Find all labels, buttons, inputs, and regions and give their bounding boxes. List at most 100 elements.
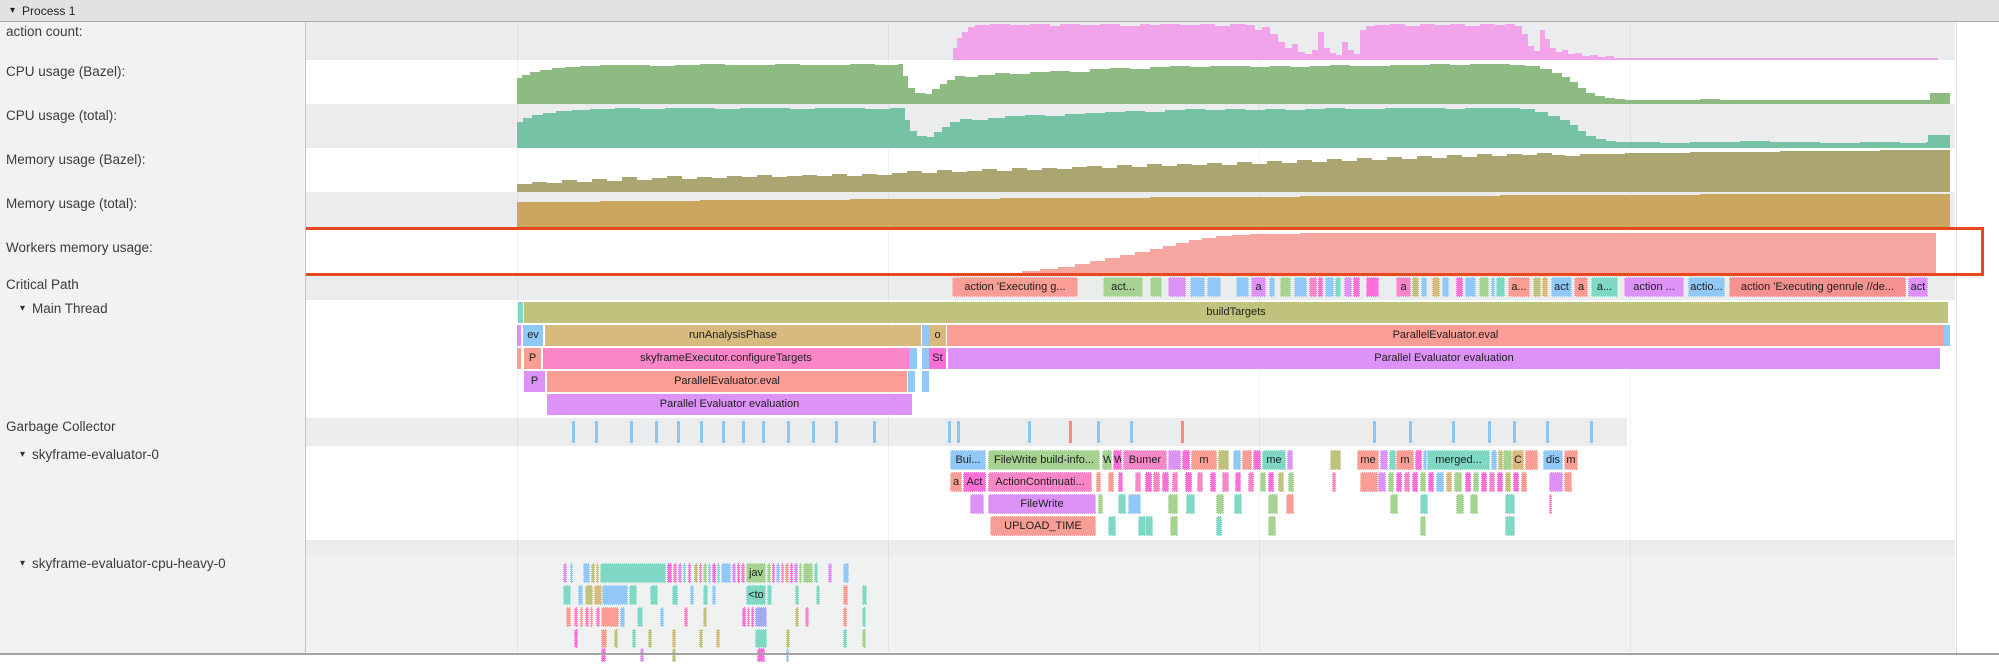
skyframe-evaluator-cpu-heavy-0-slice[interactable] xyxy=(614,629,618,648)
skyframe-evaluator-cpu-heavy-0-slice[interactable] xyxy=(843,563,849,583)
skyframe-evaluator-cpu-heavy-0-slice[interactable] xyxy=(785,563,789,583)
skyframe-evaluator-0-slice[interactable] xyxy=(1145,472,1152,492)
skyframe-evaluator-cpu-heavy-0-slice[interactable] xyxy=(712,563,716,583)
skyframe-evaluator-cpu-heavy-0-slice[interactable] xyxy=(737,563,740,583)
skyframe-evaluator-0-slice[interactable] xyxy=(1170,516,1178,536)
skyframe-evaluator-0-slice[interactable] xyxy=(1288,472,1294,492)
main-thread-slice[interactable] xyxy=(922,371,929,392)
skyframe-evaluator-0-slice[interactable] xyxy=(1436,472,1444,492)
skyframe-evaluator-cpu-heavy-0-slice[interactable] xyxy=(862,607,866,627)
skyframe-evaluator-cpu-heavy-0-slice[interactable] xyxy=(629,585,637,605)
process-header[interactable]: ▾ Process 1 xyxy=(0,0,1999,22)
skyframe-evaluator-0-slice-me[interactable]: me xyxy=(1357,450,1379,470)
skyframe-evaluator-cpu-heavy-0-slice[interactable] xyxy=(699,563,702,583)
cpu-usage-total-chart[interactable] xyxy=(517,108,1950,148)
gc-tick[interactable] xyxy=(1097,421,1100,443)
skyframe-evaluator-0-slice[interactable] xyxy=(1235,472,1241,492)
skyframe-evaluator-cpu-heavy-0-slice[interactable] xyxy=(794,563,798,583)
skyframe-evaluator-cpu-heavy-0-slice[interactable] xyxy=(648,629,652,648)
skyframe-evaluator-0-slice[interactable] xyxy=(1470,494,1478,514)
skyframe-evaluator-cpu-heavy-0-slice[interactable] xyxy=(566,607,571,627)
critical-path-slice-act[interactable]: act xyxy=(1908,277,1928,297)
critical-path-slice[interactable] xyxy=(1236,277,1249,297)
skyframe-evaluator-0-slice[interactable] xyxy=(1185,472,1192,492)
gc-tick[interactable] xyxy=(1069,421,1072,443)
skyframe-evaluator-0-slice[interactable] xyxy=(1108,472,1114,492)
skyframe-evaluator-cpu-heavy-0-slice[interactable] xyxy=(583,563,590,583)
skyframe-evaluator-0-slice[interactable] xyxy=(1497,472,1503,492)
skyframe-evaluator-cpu-heavy-0-slice[interactable] xyxy=(717,563,720,583)
skyframe-evaluator-cpu-heavy-0-slice-jav[interactable]: jav xyxy=(746,563,766,583)
skyframe-evaluator-cpu-heavy-0-slice[interactable] xyxy=(803,563,813,583)
critical-path-slice[interactable] xyxy=(1294,277,1307,297)
skyframe-evaluator-0-slice[interactable] xyxy=(1182,450,1190,470)
skyframe-evaluator-cpu-heavy-0-slice[interactable] xyxy=(591,563,595,583)
track-label-action-count[interactable]: action count: xyxy=(6,24,83,39)
skyframe-evaluator-0-slice-bumer[interactable]: Bumer xyxy=(1123,450,1167,470)
skyframe-evaluator-cpu-heavy-0-slice[interactable] xyxy=(672,629,676,648)
skyframe-evaluator-0-slice[interactable] xyxy=(1153,472,1160,492)
skyframe-evaluator-cpu-heavy-0-slice[interactable] xyxy=(672,585,678,605)
skyframe-evaluator-cpu-heavy-0-slice[interactable] xyxy=(672,648,676,662)
main-thread-slice-buildtargets[interactable]: buildTargets xyxy=(524,302,1948,323)
critical-path-slice[interactable] xyxy=(1465,277,1476,297)
skyframe-evaluator-0-slice[interactable] xyxy=(1330,450,1341,470)
skyframe-evaluator-0-slice-me[interactable]: me xyxy=(1262,450,1286,470)
skyframe-evaluator-0-slice[interactable] xyxy=(1098,494,1103,514)
skyframe-evaluator-cpu-heavy-0-slice[interactable] xyxy=(590,607,593,627)
skyframe-evaluator-0-slice[interactable] xyxy=(1145,516,1153,536)
skyframe-evaluator-0-slice[interactable] xyxy=(1268,494,1278,514)
skyframe-evaluator-cpu-heavy-0-slice-to[interactable]: <to xyxy=(746,585,766,605)
skyframe-evaluator-cpu-heavy-0-slice[interactable] xyxy=(703,585,708,605)
skyframe-evaluator-0-slice[interactable] xyxy=(1248,472,1254,492)
skyframe-evaluator-0-slice[interactable] xyxy=(1380,450,1388,470)
collapse-arrow-icon[interactable]: ▾ xyxy=(20,449,26,460)
skyframe-evaluator-0-slice[interactable] xyxy=(1168,494,1178,514)
skyframe-evaluator-0-slice[interactable] xyxy=(1525,450,1538,470)
skyframe-evaluator-cpu-heavy-0-slice[interactable] xyxy=(574,607,578,627)
skyframe-evaluator-0-slice[interactable] xyxy=(1242,450,1252,470)
track-label-main-thread[interactable]: ▾ Main Thread xyxy=(20,301,108,316)
skyframe-evaluator-cpu-heavy-0-slice[interactable] xyxy=(805,607,809,627)
collapse-arrow-icon[interactable]: ▾ xyxy=(10,5,16,16)
skyframe-evaluator-cpu-heavy-0-slice[interactable] xyxy=(620,607,625,627)
skyframe-evaluator-cpu-heavy-0-slice[interactable] xyxy=(684,607,688,627)
skyframe-evaluator-cpu-heavy-0-slice[interactable] xyxy=(843,629,847,648)
gc-tick[interactable] xyxy=(1373,421,1376,443)
skyframe-evaluator-0-slice[interactable] xyxy=(1415,450,1422,470)
gc-tick[interactable] xyxy=(873,421,876,443)
critical-path-slice-action-executing-genrule-de[interactable]: action 'Executing genrule //de... xyxy=(1729,277,1906,297)
critical-path-slice[interactable] xyxy=(1325,277,1334,297)
skyframe-evaluator-0-slice-a[interactable]: a xyxy=(950,472,962,492)
skyframe-evaluator-0-slice[interactable] xyxy=(1491,450,1497,470)
gc-tick[interactable] xyxy=(812,421,815,443)
skyframe-evaluator-cpu-heavy-0-slice[interactable] xyxy=(650,585,658,605)
skyframe-evaluator-0-slice[interactable] xyxy=(1521,472,1527,492)
skyframe-evaluator-cpu-heavy-0-slice[interactable] xyxy=(712,585,716,605)
gc-tick[interactable] xyxy=(1590,421,1593,443)
skyframe-evaluator-0-slice[interactable] xyxy=(1549,472,1563,492)
skyframe-evaluator-cpu-heavy-0-slice[interactable] xyxy=(814,563,818,583)
critical-path-slice[interactable] xyxy=(1412,277,1419,297)
track-label-memory-usage-bazel[interactable]: Memory usage (Bazel): xyxy=(6,152,146,167)
skyframe-evaluator-cpu-heavy-0-slice[interactable] xyxy=(578,585,583,605)
skyframe-evaluator-0-slice[interactable] xyxy=(1135,472,1141,492)
track-label-skyframe-evaluator-0[interactable]: ▾ skyframe-evaluator-0 xyxy=(20,447,159,462)
skyframe-evaluator-cpu-heavy-0-slice[interactable] xyxy=(795,607,799,627)
critical-path-slice-action-executing-g[interactable]: action 'Executing g... xyxy=(952,277,1078,297)
collapse-arrow-icon[interactable]: ▾ xyxy=(20,303,26,314)
skyframe-evaluator-cpu-heavy-0-slice[interactable] xyxy=(632,629,636,648)
skyframe-evaluator-0-slice[interactable] xyxy=(1233,450,1241,470)
track-label-workers-memory-usage[interactable]: Workers memory usage: xyxy=(6,240,153,255)
skyframe-evaluator-cpu-heavy-0-slice[interactable] xyxy=(640,648,644,662)
skyframe-evaluator-0-slice[interactable] xyxy=(1096,472,1101,492)
skyframe-evaluator-cpu-heavy-0-slice[interactable] xyxy=(755,607,767,627)
gc-tick[interactable] xyxy=(1130,421,1133,443)
skyframe-evaluator-cpu-heavy-0-slice[interactable] xyxy=(828,563,832,583)
skyframe-evaluator-0-slice-bui[interactable]: Bui... xyxy=(950,450,986,470)
main-thread-slice-st[interactable]: St xyxy=(929,348,946,369)
skyframe-evaluator-0-slice[interactable] xyxy=(1412,472,1418,492)
skyframe-evaluator-0-slice[interactable] xyxy=(1390,494,1398,514)
memory-usage-total-chart[interactable] xyxy=(517,194,1950,228)
skyframe-evaluator-cpu-heavy-0-slice[interactable] xyxy=(667,563,672,583)
